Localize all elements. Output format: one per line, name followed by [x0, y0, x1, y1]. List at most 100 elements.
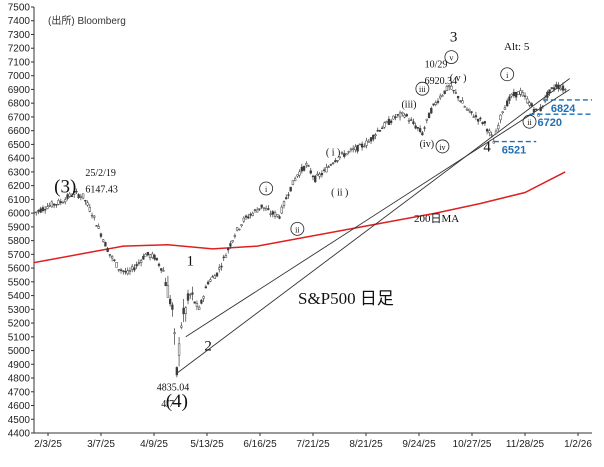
wave-circle	[290, 221, 305, 236]
candle-body	[454, 92, 457, 94]
candle-body	[521, 92, 524, 97]
price-annotation: 6147.43	[85, 185, 118, 196]
candle-body	[546, 91, 549, 98]
support-label: 6521	[502, 145, 526, 157]
candle-body	[235, 227, 239, 231]
candle-body	[273, 212, 277, 217]
candle-body	[443, 90, 446, 94]
candle-body	[557, 84, 560, 90]
trendline-layer	[176, 78, 570, 374]
candle-body	[412, 121, 415, 125]
candle-body	[316, 173, 319, 176]
candle-body	[177, 343, 181, 356]
candle-body	[262, 207, 266, 209]
candle-body	[561, 85, 565, 91]
candle-body	[403, 114, 406, 118]
candle-body	[302, 165, 306, 171]
candle-body	[416, 127, 420, 129]
candle-body	[499, 114, 502, 121]
candle-body	[296, 174, 299, 177]
candle-body	[233, 234, 237, 237]
y-tick-label: 4900	[8, 360, 31, 371]
candle-body	[251, 212, 254, 216]
price-annotation: 4/7	[161, 399, 174, 410]
candle-body	[75, 190, 78, 193]
candle-body	[354, 146, 357, 151]
y-tick-label: 6000	[8, 209, 31, 220]
wave-label: v	[449, 54, 453, 63]
candle-body	[106, 248, 109, 253]
candle-body	[398, 112, 402, 118]
wave-label: iv	[439, 143, 445, 152]
candle-body	[39, 208, 42, 213]
candle-body	[383, 122, 386, 128]
candle-body	[347, 151, 350, 153]
candle-body	[523, 95, 527, 97]
x-tick-label: 10/27/25	[453, 439, 492, 450]
y-tick-label: 7000	[8, 71, 31, 82]
candle-body	[213, 275, 216, 279]
candle-body	[434, 102, 437, 105]
candle-body	[345, 153, 348, 156]
support-level-layer: 6824 6720 6521	[493, 99, 592, 157]
candle-body	[57, 200, 60, 205]
candle-body	[61, 202, 65, 204]
candle-body	[104, 242, 107, 247]
price-annotation: 10/29	[425, 59, 448, 70]
candle-body	[514, 91, 518, 98]
candle-body	[481, 122, 484, 125]
candle-body	[184, 307, 187, 314]
candle-body	[448, 85, 451, 88]
candle-body	[512, 92, 516, 96]
candle-body	[318, 173, 321, 177]
candle-body	[439, 95, 442, 99]
y-tick-label: 7400	[8, 16, 31, 27]
candle-body	[497, 125, 500, 130]
candle-body	[327, 166, 330, 168]
candle-body	[224, 255, 228, 258]
candle-body	[530, 103, 533, 107]
candle-body	[479, 117, 482, 120]
candle-body	[180, 325, 183, 328]
candle-body	[372, 134, 375, 140]
candle-body	[126, 270, 129, 275]
candle-body	[198, 306, 201, 310]
candle-body	[407, 120, 411, 122]
wave-label: (4)	[166, 391, 188, 412]
candle-body	[195, 303, 199, 307]
candle-body	[360, 143, 364, 148]
candle-body	[146, 251, 149, 256]
candle-body	[202, 296, 205, 299]
candle-body	[396, 114, 399, 116]
candle-body	[242, 217, 245, 222]
candle-body	[287, 194, 290, 196]
candle-body	[115, 262, 118, 268]
candle-body	[423, 127, 426, 129]
candle-body	[84, 199, 87, 202]
candle-body	[559, 87, 562, 90]
wave-label: ( i )	[326, 147, 340, 158]
support-label: 6824	[551, 103, 576, 115]
candle-body	[206, 281, 210, 285]
candle-body	[427, 112, 431, 119]
candle-body	[48, 205, 51, 207]
candle-body	[436, 100, 440, 103]
candle-body	[88, 206, 91, 212]
candle-body	[477, 118, 480, 122]
candle-body	[139, 260, 143, 263]
candle-body	[171, 304, 174, 310]
y-tick-label: 5900	[8, 222, 31, 233]
candle-body	[102, 239, 105, 242]
y-tick-label: 6100	[8, 195, 31, 206]
y-tick-label: 5300	[8, 305, 31, 316]
wave-label: (3)	[54, 177, 76, 198]
candle-body	[258, 208, 261, 210]
candle-body	[50, 201, 54, 208]
candle-body	[135, 264, 138, 267]
candle-body	[432, 103, 435, 106]
candle-body	[64, 199, 67, 203]
wave-label: ( ii )	[331, 187, 348, 198]
y-tick-label: 6400	[8, 154, 31, 165]
source-label: (出所) Bloomberg	[48, 14, 126, 27]
candle-body	[160, 268, 163, 271]
